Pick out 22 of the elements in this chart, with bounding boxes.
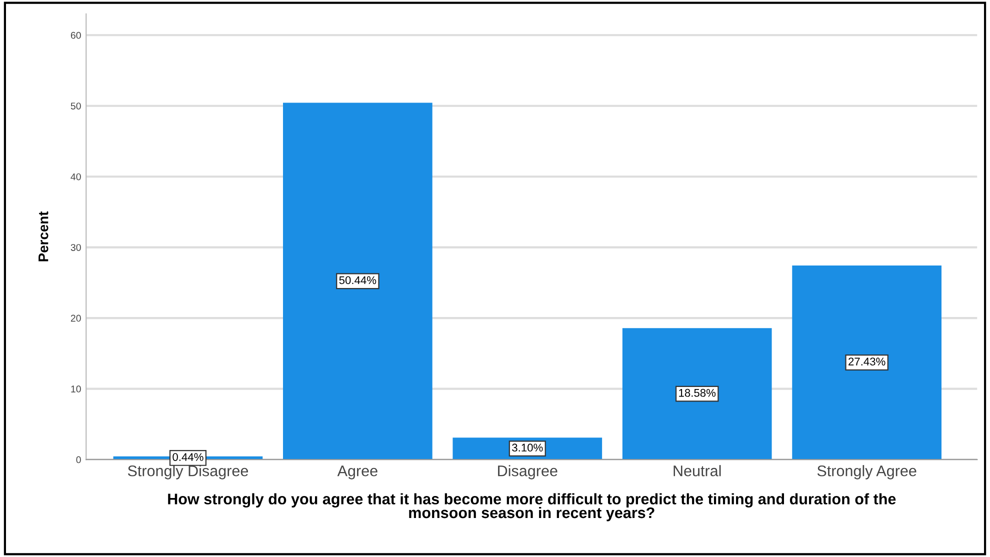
x-tick-label: Disagree [498, 465, 558, 480]
data-label: 3.10% [512, 444, 543, 452]
y-tick-label: 60 [70, 32, 81, 39]
x-tick-label: Neutral [674, 465, 721, 476]
x-axis-title: How strongly do you agree that it has become more difficult to predict the timing and duration of the monsoon season in recent years? [168, 493, 896, 522]
y-tick-label: 40 [70, 173, 81, 180]
bar [792, 266, 942, 460]
y-tick-label: 10 [71, 386, 81, 392]
bar [622, 328, 772, 460]
y-tick-label: 0 [76, 456, 81, 464]
x-tick-label: Strongly Agree [817, 465, 916, 480]
y-tick-label: 30 [70, 244, 81, 251]
x-tick-label: Strongly Disagree [128, 465, 248, 480]
data-label: 18.58% [679, 388, 716, 397]
data-label: 0.44% [172, 453, 204, 461]
data-label: 50.44% [339, 276, 376, 284]
y-tick-label: 20 [70, 314, 81, 322]
x-tick-label: Agree [337, 466, 378, 480]
y-tick-label: 50 [70, 102, 81, 110]
data-label: 27.43% [848, 358, 886, 366]
y-axis-title: Percent [38, 211, 48, 262]
bar [283, 102, 432, 460]
